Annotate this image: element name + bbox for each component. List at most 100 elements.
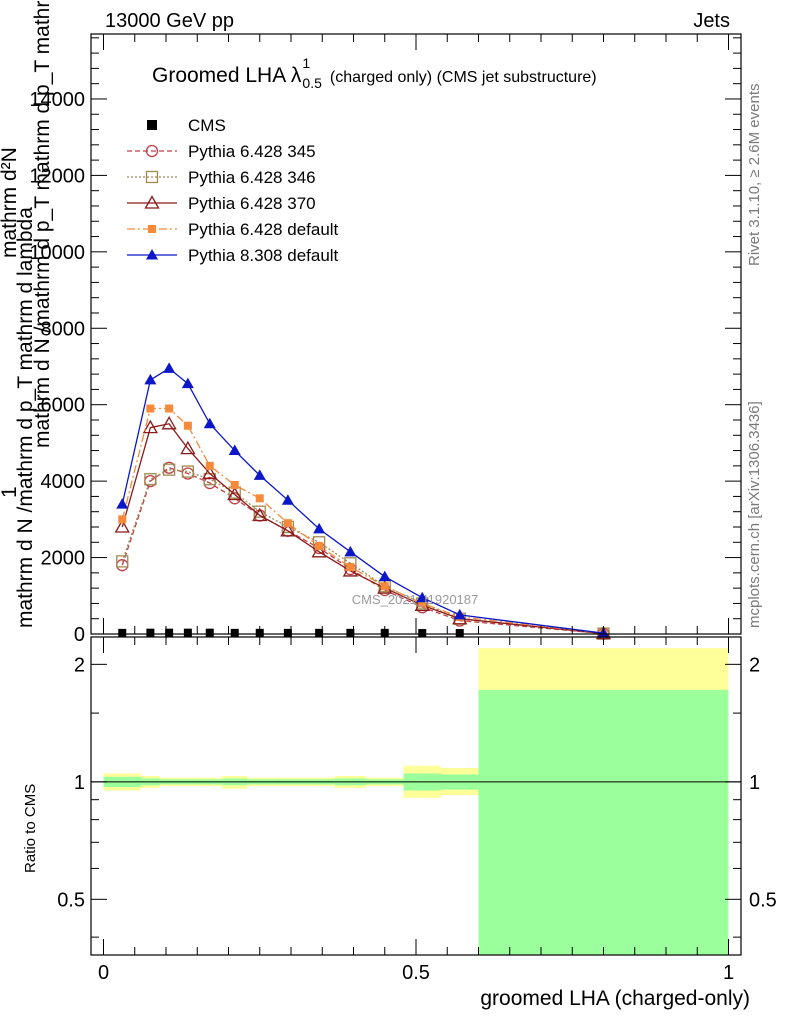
x-axis-label: groomed LHA (charged-only)	[480, 987, 750, 1010]
cms-point	[118, 628, 127, 637]
cms-point	[418, 629, 427, 638]
ratio-bands	[103, 648, 729, 955]
series-point	[380, 582, 389, 591]
series-point	[165, 404, 174, 413]
legend-label: Pythia 6.428 346	[188, 168, 316, 187]
cms-point	[165, 628, 174, 637]
cms-point	[346, 628, 355, 637]
series-0	[116, 461, 610, 640]
legend-marker	[148, 225, 156, 233]
series-line	[121, 407, 604, 635]
y-tick-label: 0	[74, 624, 85, 646]
chart-subtitle: (charged only) (CMS jet substructure)	[329, 69, 597, 86]
series-point	[144, 373, 157, 385]
series-point	[313, 522, 326, 534]
ratio-y-axis-label: Ratio to CMS	[22, 783, 39, 873]
series-point	[202, 465, 218, 480]
series-4	[116, 362, 610, 638]
chart-title: Groomed LHA λ 1 0.5 (charged only) (CMS je…	[152, 55, 597, 91]
series-point	[230, 480, 239, 489]
main-series	[114, 362, 612, 640]
series-point	[315, 542, 324, 551]
series-point	[162, 463, 176, 476]
y-tick-label: 14000	[29, 89, 85, 111]
y-tick-label: 4000	[41, 471, 86, 493]
legend-label: Pythia 6.428 default	[188, 220, 339, 239]
series-line	[121, 423, 604, 635]
cms-point	[183, 628, 192, 637]
series-point	[163, 362, 176, 373]
series-point	[311, 544, 327, 558]
title-superscript: 1	[302, 55, 311, 71]
ratio-y-tick-label-right: 0.5	[749, 889, 777, 911]
header-right: Jets	[693, 10, 730, 32]
x-tick-label: 1	[723, 962, 734, 984]
ratio-y-tick-label: 2	[74, 654, 85, 676]
legend-label: Pythia 8.308 default	[188, 246, 339, 265]
header-left: 13000 GeV pp	[105, 10, 234, 32]
ratio-y-tick-label-right: 1	[749, 772, 760, 794]
series-point	[142, 419, 158, 434]
series-line	[121, 469, 604, 635]
x-tick-label: 0	[98, 962, 109, 984]
chart-title-text: Groomed LHA λ	[152, 64, 302, 87]
title-subscript: 0.5	[302, 75, 322, 91]
legend-label: Pythia 6.428 370	[188, 194, 316, 213]
x-tick-label: 0.5	[402, 962, 430, 984]
y-tick-label: 2000	[41, 548, 86, 570]
cms-point	[205, 628, 214, 637]
series-point	[418, 599, 427, 608]
series-point	[144, 473, 157, 486]
series-point	[253, 505, 266, 518]
cms-point	[283, 628, 292, 637]
series-point	[181, 465, 195, 478]
series-point	[114, 519, 130, 533]
series-point	[344, 545, 357, 557]
ratio-y-tick-label-right: 2	[749, 654, 760, 676]
series-point	[118, 515, 127, 524]
series-point	[116, 498, 129, 509]
legend-marker	[144, 195, 160, 209]
ratio-y-tick-label: 1	[74, 772, 85, 794]
legend-label: Pythia 6.428 345	[188, 142, 316, 161]
y-tick-label: 8000	[41, 318, 86, 340]
y-axis-label-line-2: mathrm d N /mathrm d p_T mathrm d p_T ma…	[31, 0, 54, 448]
series-point	[161, 415, 177, 430]
legend-marker	[145, 144, 159, 158]
cms-point	[455, 629, 464, 638]
events-note: Rivet 3.1.10, ≥ 2.6M events	[746, 83, 763, 267]
legend: CMS Pythia 6.428 345 Pythia 6.428 346 Pythi…	[127, 116, 339, 265]
cms-point	[230, 628, 239, 637]
series-point	[255, 494, 264, 503]
watermark: CMS_2021_I1920187	[352, 592, 479, 607]
y-tick-label: 12000	[29, 165, 85, 187]
ratio-band-inner	[478, 689, 729, 955]
y-axis-label-line-3: mathrm d²N	[0, 147, 21, 258]
ratio-y-tick-label: 0.5	[57, 889, 85, 911]
series-point	[252, 507, 268, 522]
series-point	[283, 519, 292, 528]
legend-marker	[146, 249, 158, 260]
series-point	[146, 404, 155, 413]
series-point	[280, 522, 296, 537]
series-point	[281, 494, 294, 505]
y-axis-label-line-1: 1	[0, 486, 21, 498]
series-point	[253, 469, 266, 480]
series-point	[181, 377, 194, 389]
legend-label-cms: CMS	[188, 116, 226, 135]
cms-point	[315, 628, 324, 637]
series-point	[203, 417, 216, 429]
series-point	[227, 486, 243, 501]
y-tick-label: 6000	[41, 395, 86, 417]
legend-marker-cms	[147, 120, 157, 130]
series-1	[116, 463, 610, 640]
series-point	[180, 440, 196, 455]
series-point	[378, 570, 391, 582]
series-point	[205, 461, 214, 470]
legend-marker	[145, 170, 159, 184]
series-point	[453, 608, 466, 620]
cms-point	[146, 628, 155, 637]
series-point	[183, 421, 192, 430]
source-note: mcplots.cern.ch [arXiv:1306.3436]	[746, 401, 763, 628]
